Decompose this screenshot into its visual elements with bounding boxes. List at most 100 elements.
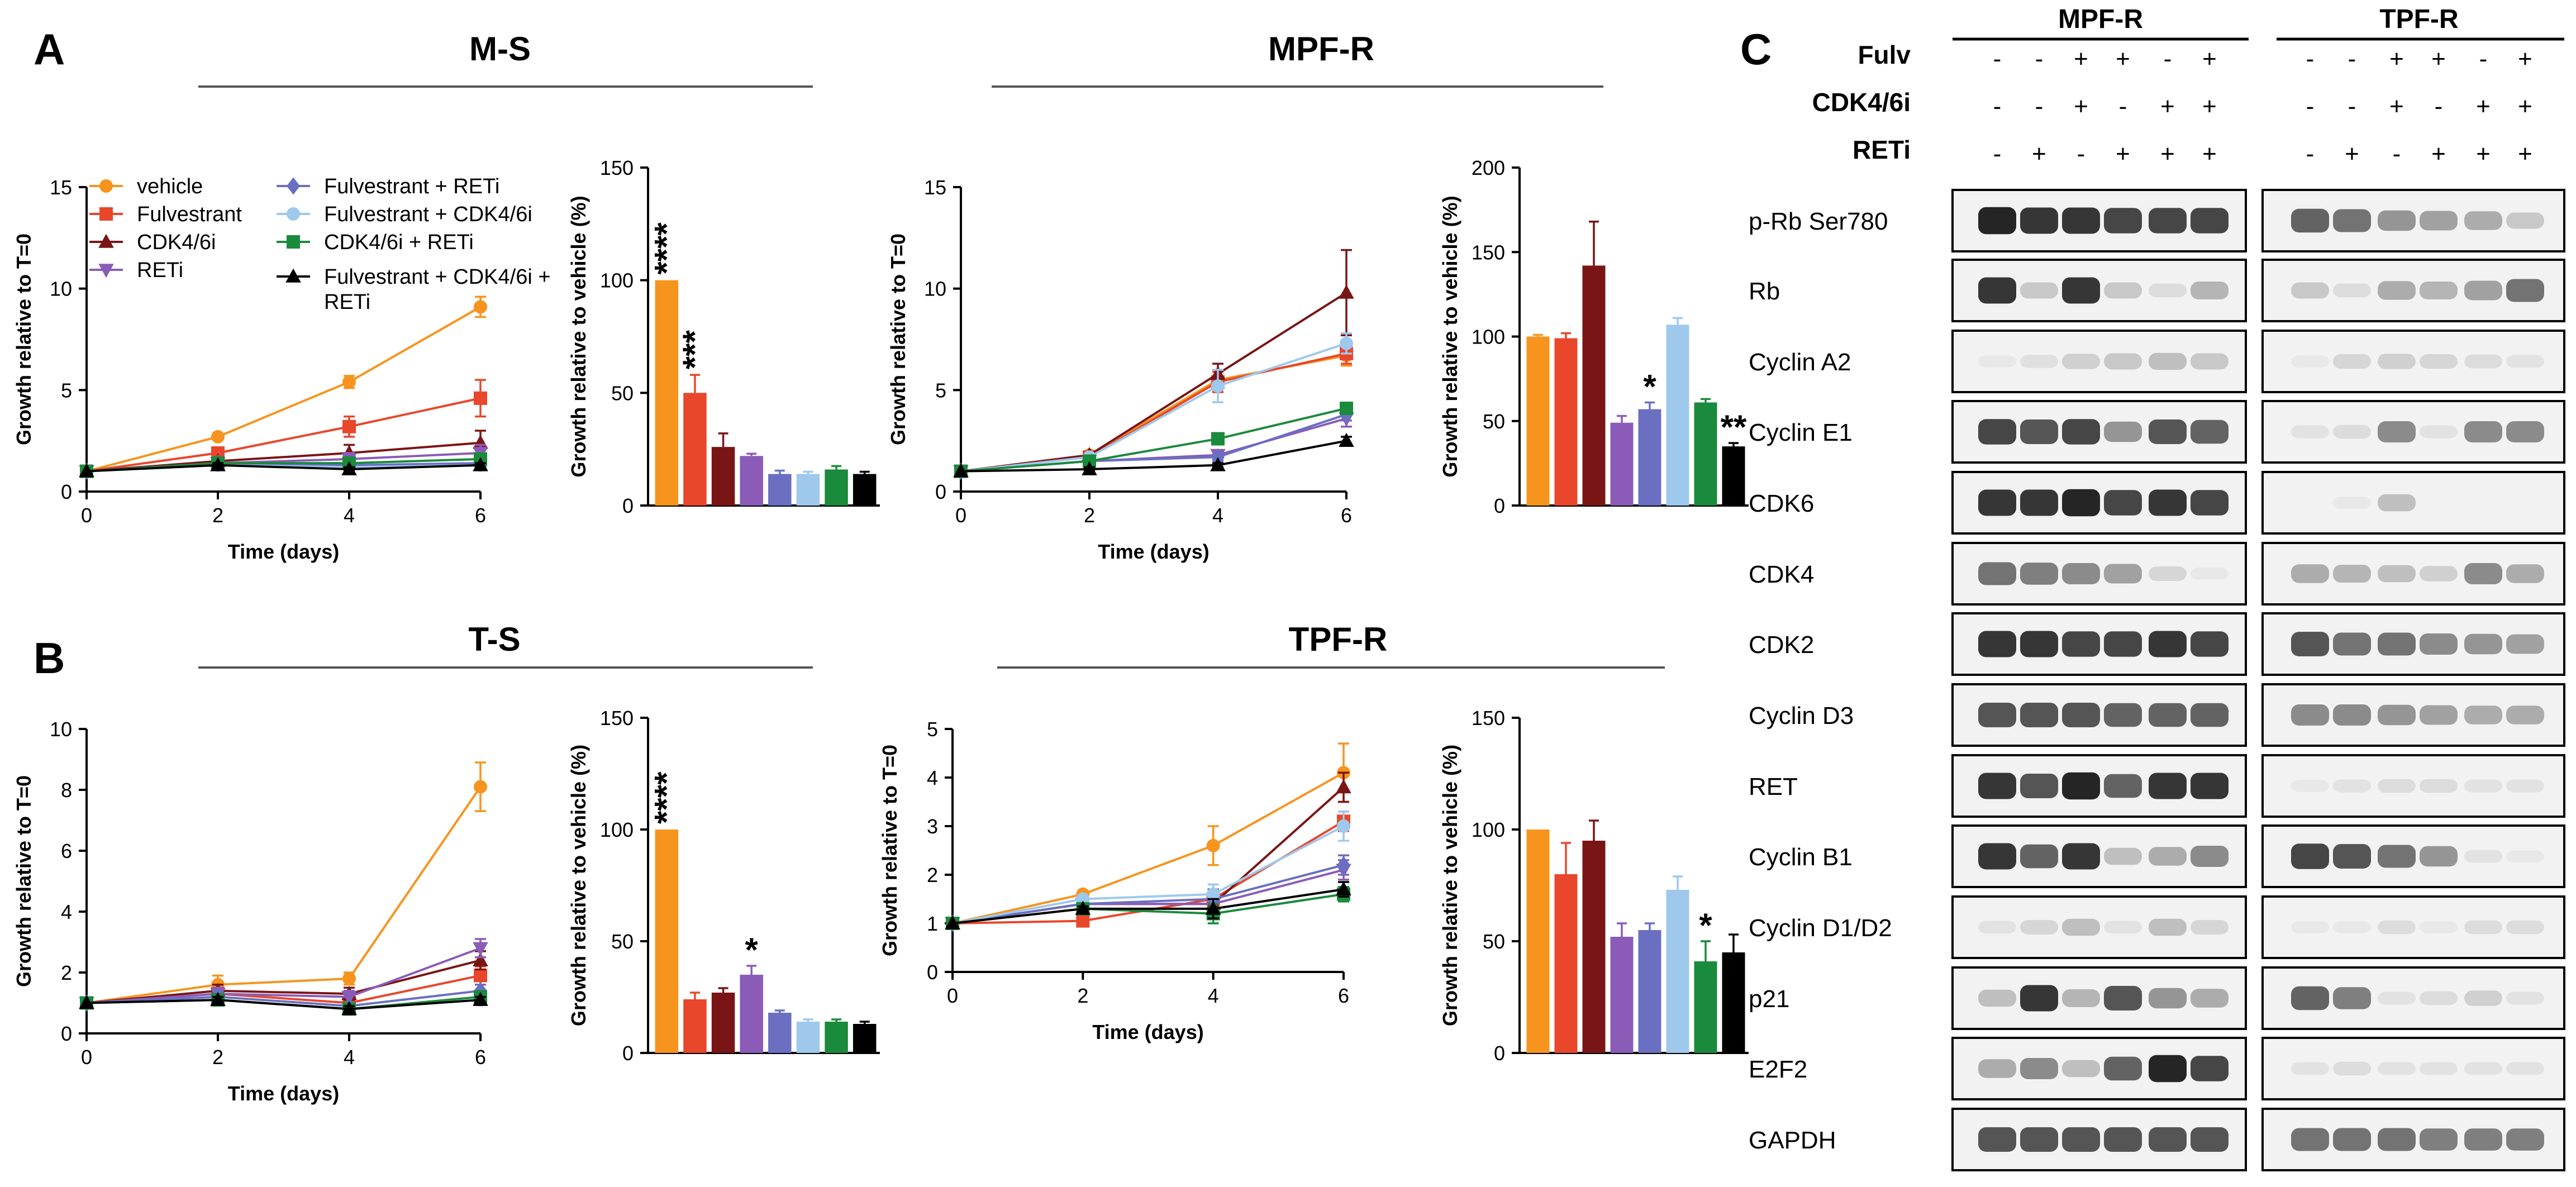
blot-band <box>2149 988 2187 1009</box>
blot-band <box>2333 425 2371 439</box>
condition-sign: - <box>2164 45 2172 73</box>
condition-sign: - <box>2035 93 2044 120</box>
x-tick-label: 0 <box>81 504 92 527</box>
blot-band <box>2506 1128 2544 1151</box>
blot-band <box>2191 1056 2229 1081</box>
blot-band <box>2378 632 2416 656</box>
data-point <box>1339 432 1354 447</box>
bar-cdk46i <box>1582 841 1606 1053</box>
y-tick-label: 150 <box>600 156 634 179</box>
blot-band <box>2420 566 2458 581</box>
data-point <box>210 457 226 471</box>
condition-sign: + <box>2518 93 2532 120</box>
condition-sign: + <box>2389 45 2404 73</box>
data-point <box>1340 402 1353 416</box>
blot-band <box>2062 419 2100 445</box>
condition-sign: + <box>2202 140 2217 168</box>
legend-item-fulv_reti: Fulvestrant + RETi <box>277 175 499 198</box>
x-axis-label: Time (days) <box>228 1082 339 1105</box>
legend-label: CDK4/6i + RETi <box>324 231 474 254</box>
blot-row: CDK2 <box>1749 612 2565 676</box>
blot-band <box>2506 634 2544 654</box>
y-tick-label: 0 <box>61 1022 72 1045</box>
blot-band <box>2149 631 2187 657</box>
blot-band <box>2149 208 2187 233</box>
y-tick-label: 200 <box>1472 156 1505 179</box>
legend-item-cdk46i: CDK4/6i <box>89 231 216 254</box>
blot-band <box>2291 1128 2329 1151</box>
panel-letter-a: A <box>34 25 65 74</box>
blot-band <box>2104 282 2142 299</box>
data-point <box>342 419 356 433</box>
bar-fulvestrant <box>683 393 707 506</box>
legend-label: CDK4/6i <box>137 231 216 254</box>
blot-band <box>2191 282 2229 299</box>
bar-fulvestrant <box>1554 874 1578 1053</box>
blot-band <box>2506 850 2544 862</box>
blot-band <box>2378 421 2416 442</box>
blot-band <box>2020 1127 2058 1152</box>
legend-marker <box>285 268 301 283</box>
blot-row-label: Cyclin E1 <box>1749 419 1853 446</box>
series-line <box>86 397 481 473</box>
blot-band <box>2104 921 2142 934</box>
blot-band <box>2506 991 2544 1005</box>
series-line <box>86 999 481 1010</box>
y-tick-label: 100 <box>1472 818 1505 841</box>
blot-band <box>2420 425 2458 438</box>
legend-label: Fulvestrant + RETi <box>324 175 499 198</box>
bar-fulv_cdk46i <box>1666 890 1689 1053</box>
blot-band <box>2333 1128 2371 1151</box>
data-point <box>79 995 94 1009</box>
blot-band <box>2291 986 2329 1010</box>
y-tick-label: 50 <box>611 382 634 404</box>
y-tick-label: 0 <box>622 494 634 517</box>
y-tick-label: 100 <box>600 818 634 841</box>
condition-sign: + <box>2160 140 2175 168</box>
blot-row: E2F2 <box>1749 1037 2565 1100</box>
series-vehicle <box>80 295 487 478</box>
blot-row-label: CDK4 <box>1749 561 1814 588</box>
blot-band <box>2291 1062 2329 1075</box>
x-tick-label: 4 <box>1208 984 1219 1007</box>
blot-row: Cyclin A2 <box>1749 330 2565 393</box>
significance-label: ** <box>1721 408 1747 446</box>
blot-band <box>2191 920 2229 935</box>
blot-band <box>2191 568 2229 580</box>
x-tick-label: 4 <box>1212 504 1223 527</box>
blot-row: RET <box>1749 754 2565 818</box>
legend-marker <box>98 264 114 278</box>
blot-band <box>2191 1127 2229 1152</box>
legend-item-fulv_cdk46i_reti: Fulvestrant + CDK4/6i +RETi <box>277 265 551 314</box>
blot-band <box>2191 989 2229 1008</box>
blot-row-label: RET <box>1749 773 1798 800</box>
blot-band <box>2149 847 2187 866</box>
bar-cdk46i <box>711 993 735 1053</box>
significance-label: * <box>1643 368 1656 405</box>
blot-band <box>2333 921 2371 933</box>
series-cdk46i <box>79 430 488 478</box>
blot-band <box>1978 1127 2016 1152</box>
blot-band <box>2062 1127 2100 1152</box>
y-tick-label: 4 <box>61 900 72 923</box>
blot-band <box>2333 987 2371 1009</box>
legend-marker <box>99 207 113 221</box>
blot-row: CDK4 <box>1749 542 2565 606</box>
x-axis-label: Time (days) <box>228 540 339 563</box>
y-tick-label: 2 <box>61 961 72 984</box>
data-point <box>79 463 94 478</box>
blot-band <box>2378 565 2416 583</box>
bar-reti <box>1610 422 1634 506</box>
series-fulv_reti <box>946 854 1350 932</box>
blot-band <box>2420 705 2458 725</box>
blot-band <box>2506 705 2544 724</box>
blot-row: p-Rb Ser780 <box>1749 189 2565 252</box>
data-point <box>1206 838 1220 852</box>
legend-marker <box>287 235 300 249</box>
bar-fulv_reti <box>1638 409 1661 506</box>
bar-vehicle <box>655 280 679 506</box>
blot-band <box>2464 211 2502 230</box>
condition-sign: - <box>1993 93 2002 120</box>
blot-band <box>1978 703 2016 727</box>
